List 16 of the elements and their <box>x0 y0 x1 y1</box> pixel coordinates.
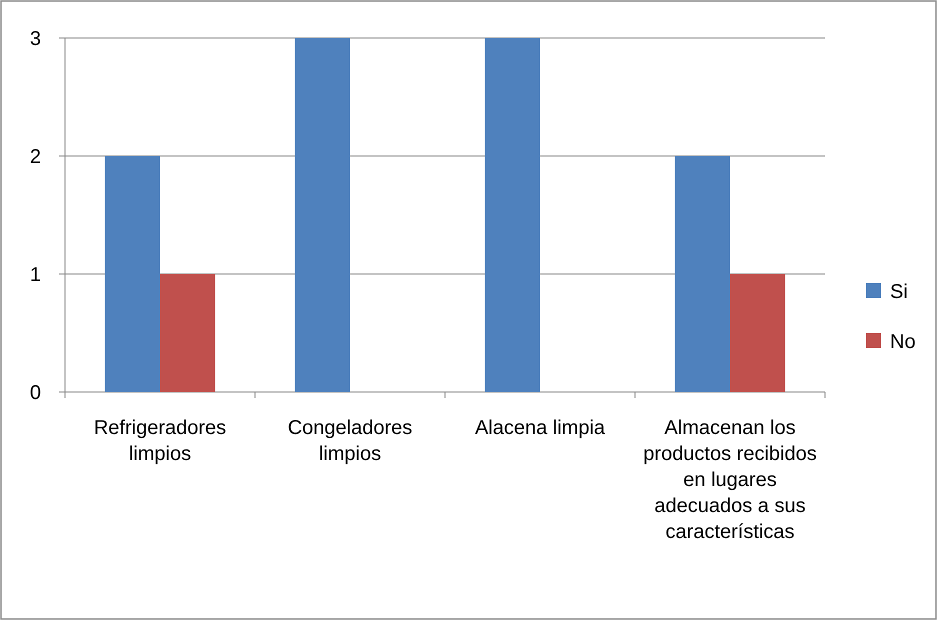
legend-label: No <box>890 331 916 353</box>
bar <box>294 38 350 392</box>
x-tick-label: Almacenan los productos recibidos en lugares adecuados a sus características <box>643 417 817 543</box>
y-tick-label: 1 <box>30 264 41 286</box>
bar <box>674 156 730 392</box>
y-tick-label: 3 <box>30 28 41 50</box>
bar <box>484 38 540 392</box>
x-tick-label: Congeladores limpios <box>288 417 412 465</box>
y-tick-label: 0 <box>30 382 41 404</box>
x-tick-label: Alacena limpia <box>474 417 606 439</box>
legend-label: Si <box>890 281 908 303</box>
x-tick-label: Refrigeradores limpios <box>94 417 226 465</box>
bar <box>730 274 786 392</box>
bar <box>160 274 216 392</box>
y-tick-label: 2 <box>30 146 41 168</box>
bar <box>104 156 160 392</box>
